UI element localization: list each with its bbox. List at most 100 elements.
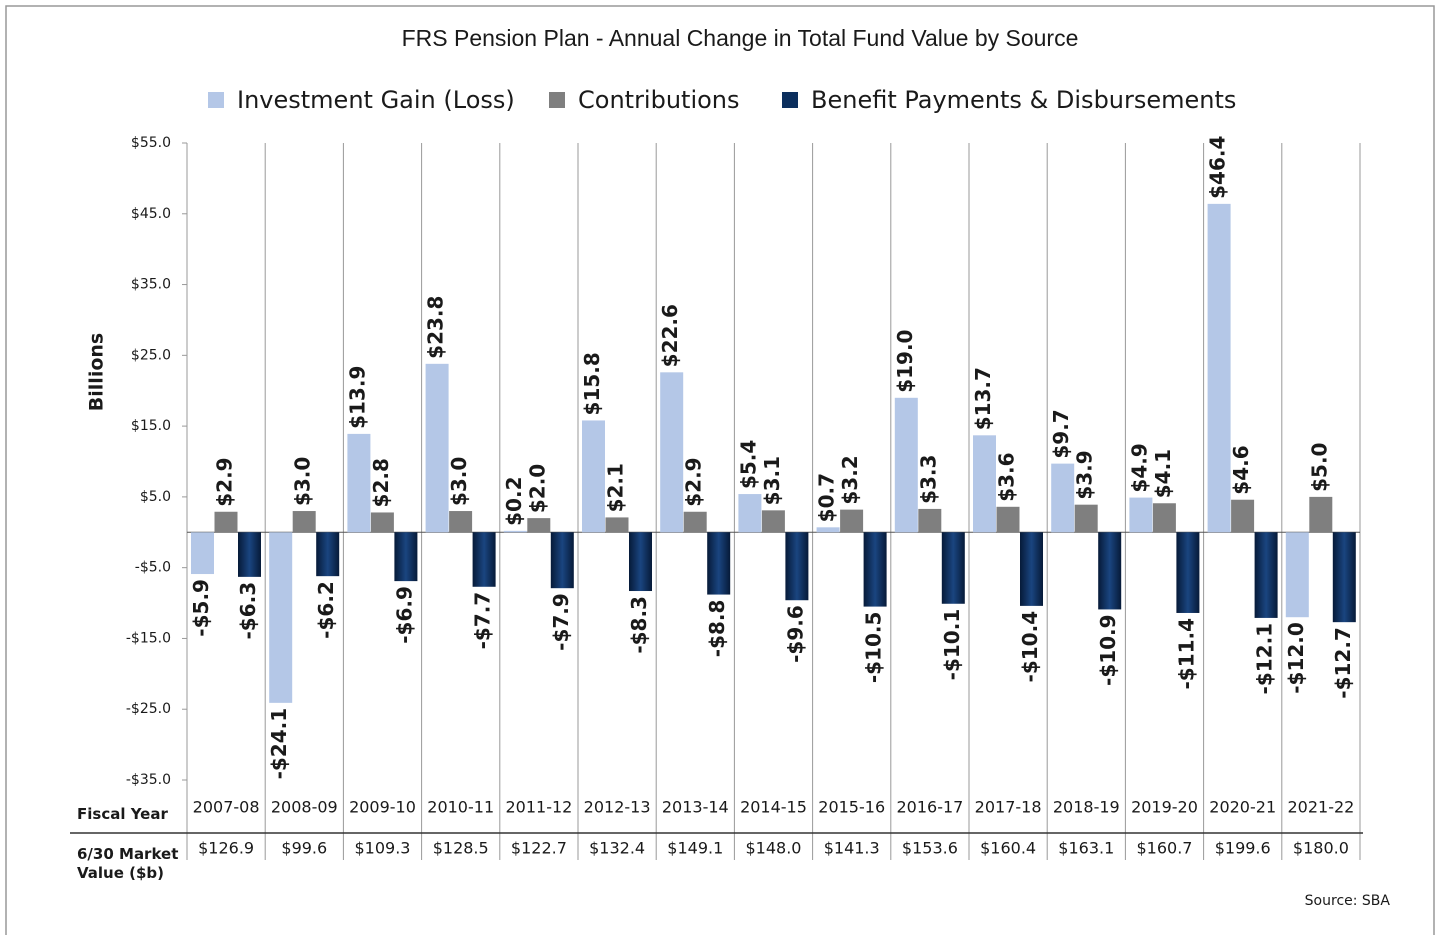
bar bbox=[761, 510, 785, 533]
bar bbox=[550, 532, 574, 589]
bar bbox=[1051, 463, 1075, 533]
row-label: 6/30 Market Value ($b) bbox=[77, 845, 179, 882]
bar bbox=[1309, 496, 1333, 533]
value-label: $2.8 bbox=[369, 458, 393, 507]
value-label: $0.7 bbox=[815, 473, 839, 522]
value-label: -$12.1 bbox=[1253, 623, 1277, 695]
bar bbox=[1207, 203, 1231, 533]
value-label: $3.3 bbox=[916, 455, 940, 504]
bar bbox=[1254, 532, 1278, 618]
table-cell: $99.6 bbox=[281, 839, 327, 858]
value-label: $22.6 bbox=[658, 304, 682, 367]
bar bbox=[191, 532, 214, 575]
bar bbox=[1074, 504, 1098, 533]
bar bbox=[347, 433, 371, 533]
bar bbox=[394, 532, 418, 582]
table-cell: $128.5 bbox=[433, 839, 489, 858]
table-cell: $163.1 bbox=[1058, 839, 1114, 858]
table-cell: $149.1 bbox=[667, 839, 723, 858]
value-label: $2.9 bbox=[213, 457, 237, 506]
bar bbox=[785, 532, 809, 601]
bar bbox=[1176, 532, 1200, 613]
bar bbox=[527, 518, 551, 533]
x-tick-label: 2012-13 bbox=[584, 798, 651, 817]
bar bbox=[370, 512, 394, 533]
value-label: -$5.9 bbox=[189, 579, 213, 637]
bar bbox=[238, 532, 261, 577]
bar bbox=[840, 509, 864, 533]
y-axis-label: Billions bbox=[86, 333, 108, 411]
value-label: -$10.9 bbox=[1096, 614, 1120, 686]
bar bbox=[707, 532, 731, 595]
bar bbox=[292, 511, 316, 533]
value-label: $13.9 bbox=[345, 366, 369, 429]
bar bbox=[683, 511, 707, 533]
bar bbox=[941, 532, 965, 604]
value-label: $23.8 bbox=[424, 296, 448, 359]
y-tick-label: $25.0 bbox=[131, 347, 171, 363]
value-label: $4.1 bbox=[1151, 449, 1175, 498]
y-tick-label: $55.0 bbox=[131, 135, 171, 151]
bar bbox=[918, 508, 942, 533]
bar bbox=[973, 435, 996, 533]
value-label: $5.0 bbox=[1307, 443, 1331, 492]
y-tick-label: $45.0 bbox=[131, 206, 171, 222]
value-label: $3.1 bbox=[760, 456, 784, 505]
value-label: $19.0 bbox=[893, 330, 917, 393]
value-label: -$9.6 bbox=[783, 605, 807, 663]
bar bbox=[472, 532, 496, 587]
legend-label: Contributions bbox=[578, 86, 740, 114]
bar bbox=[863, 532, 887, 607]
x-tick-label: 2009-10 bbox=[349, 798, 416, 817]
x-tick-label: 2017-18 bbox=[975, 798, 1042, 817]
value-label: $3.9 bbox=[1073, 450, 1097, 499]
x-tick-label: 2013-14 bbox=[662, 798, 729, 817]
value-label: -$8.8 bbox=[705, 600, 729, 658]
table-cell: $153.6 bbox=[902, 839, 958, 858]
value-label: -$7.7 bbox=[471, 592, 495, 650]
legend-label: Investment Gain (Loss) bbox=[237, 86, 515, 114]
bar bbox=[605, 517, 629, 533]
table-cell: $122.7 bbox=[511, 839, 567, 858]
value-label: -$11.4 bbox=[1174, 618, 1198, 690]
value-label: $15.8 bbox=[580, 352, 604, 415]
bar bbox=[1285, 532, 1309, 618]
bar bbox=[629, 532, 652, 592]
legend-label: Benefit Payments & Disbursements bbox=[811, 86, 1236, 114]
x-tick-label: 2015-16 bbox=[818, 798, 885, 817]
value-label: $3.0 bbox=[447, 457, 471, 506]
value-label: $2.9 bbox=[682, 457, 706, 506]
x-tick-label: 2016-17 bbox=[896, 798, 963, 817]
value-label: $2.0 bbox=[525, 464, 549, 513]
legend-swatch bbox=[208, 92, 224, 108]
source: Source: SBA bbox=[1305, 893, 1391, 909]
value-label: -$6.3 bbox=[236, 582, 260, 640]
y-tick-label: -$35.0 bbox=[126, 772, 171, 788]
value-label: $3.0 bbox=[291, 457, 315, 506]
table-cell: $199.6 bbox=[1215, 839, 1271, 858]
bar bbox=[996, 506, 1020, 533]
bar bbox=[449, 511, 473, 533]
bar bbox=[316, 532, 340, 577]
x-tick-label: 2021-22 bbox=[1287, 798, 1354, 817]
value-label: $13.7 bbox=[971, 367, 995, 430]
value-label: $4.6 bbox=[1229, 445, 1253, 494]
value-label: -$10.4 bbox=[1018, 611, 1042, 683]
bar bbox=[660, 372, 684, 533]
x-tick-label: 2020-21 bbox=[1209, 798, 1276, 817]
table-cell: $160.4 bbox=[980, 839, 1036, 858]
bar bbox=[503, 530, 527, 533]
x-tick-label: 2007-08 bbox=[193, 798, 260, 817]
value-label: $5.4 bbox=[736, 440, 760, 489]
table-cell: $160.7 bbox=[1137, 839, 1193, 858]
x-tick-label: 2018-19 bbox=[1053, 798, 1120, 817]
x-tick-label: 2019-20 bbox=[1131, 798, 1198, 817]
value-label: -$6.2 bbox=[314, 581, 338, 639]
table-cell: $132.4 bbox=[589, 839, 645, 858]
bar bbox=[1152, 503, 1176, 533]
value-label: -$8.3 bbox=[627, 596, 651, 654]
value-label: -$12.7 bbox=[1331, 627, 1355, 699]
x-tick-label: 2014-15 bbox=[740, 798, 807, 817]
